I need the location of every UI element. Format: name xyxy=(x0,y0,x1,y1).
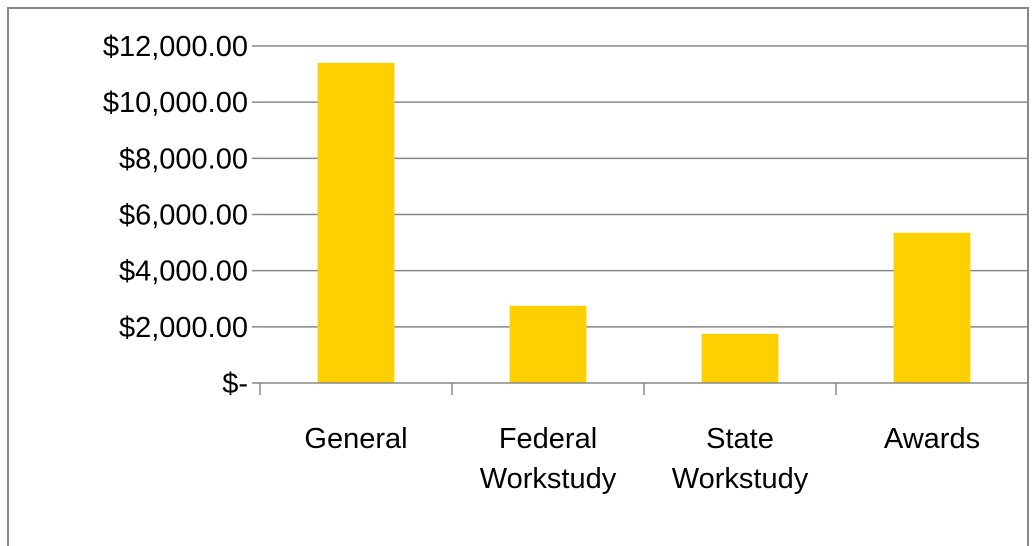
x-category-label-0: General xyxy=(304,423,407,455)
y-tick-label-1: $2,000.00 xyxy=(119,312,248,344)
y-tick-label-4: $8,000.00 xyxy=(119,143,248,175)
y-tick-label-2: $4,000.00 xyxy=(119,256,248,288)
x-category-label-1: Federal Workstudy xyxy=(480,423,617,495)
labels: $- $2,000.00 $4,000.00 $6,000.00 $8,000.00 $1… xyxy=(103,31,980,495)
x-category-label-3-line-0: Awards xyxy=(884,423,980,455)
y-tick-label-5: $10,000.00 xyxy=(103,87,248,119)
y-tick-label-0: $- xyxy=(222,368,248,400)
bar-0 xyxy=(317,62,395,383)
x-category-label-2: State Workstudy xyxy=(672,423,809,495)
x-category-label-2-line-0: State xyxy=(706,423,774,455)
axes xyxy=(252,45,1029,395)
x-category-label-3: Awards xyxy=(884,423,980,455)
x-category-label-0-line-0: General xyxy=(304,423,407,455)
x-category-label-1-line-0: Federal xyxy=(499,423,597,455)
y-tick-label-3: $6,000.00 xyxy=(119,200,248,232)
chart-border xyxy=(7,7,1029,546)
x-category-label-1-line-1: Workstudy xyxy=(480,463,617,495)
bar-1 xyxy=(509,305,587,383)
bar-2 xyxy=(701,333,779,383)
bars xyxy=(317,62,971,383)
x-category-label-2-line-1: Workstudy xyxy=(672,463,809,495)
bar-3 xyxy=(893,232,971,383)
y-tick-label-6: $12,000.00 xyxy=(103,31,248,63)
